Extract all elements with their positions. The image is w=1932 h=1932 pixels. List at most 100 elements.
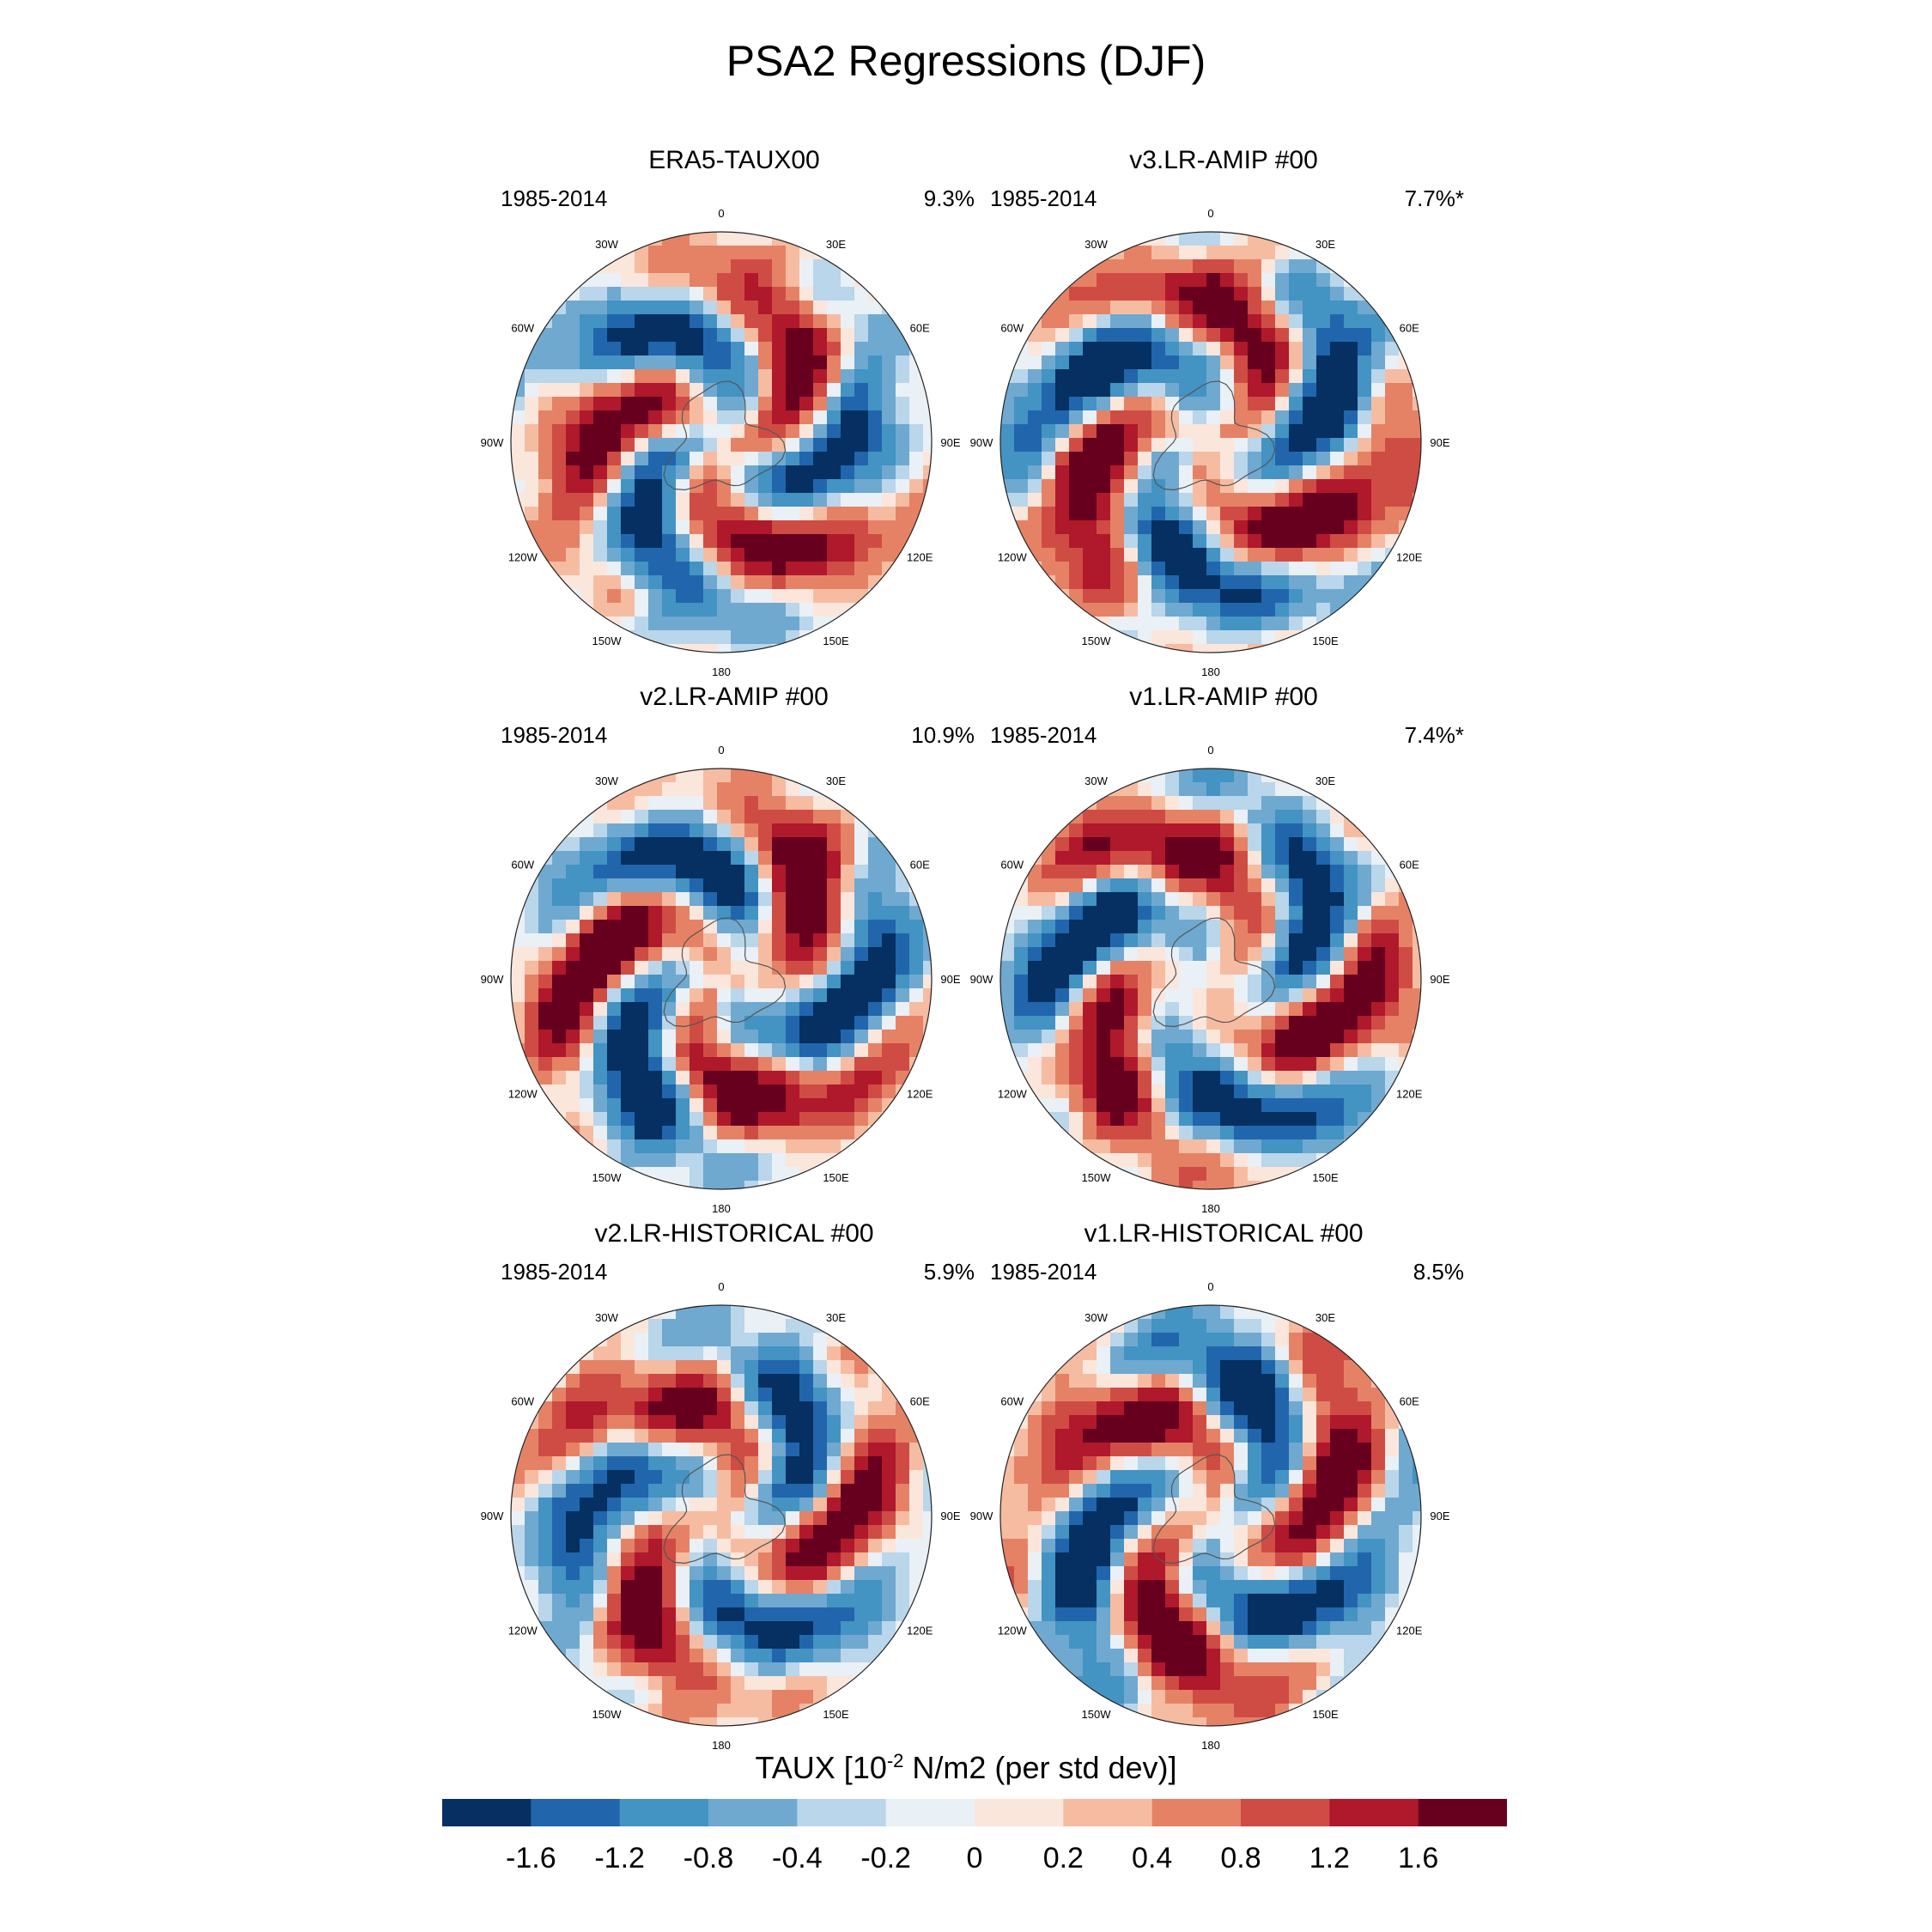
field-cell bbox=[1179, 1401, 1194, 1416]
field-cell bbox=[1248, 1153, 1262, 1168]
field-cell bbox=[1151, 562, 1166, 576]
field-cell bbox=[1097, 1539, 1111, 1553]
field-cell bbox=[1220, 1580, 1235, 1595]
field-cell bbox=[1069, 1539, 1084, 1553]
field-cell bbox=[909, 1552, 924, 1567]
field-cell bbox=[1193, 1098, 1207, 1113]
field-cell bbox=[1234, 1621, 1249, 1636]
colorbar-tick-label: 0.4 bbox=[1132, 1842, 1172, 1874]
field-cell bbox=[799, 1484, 814, 1498]
field-cell bbox=[1138, 355, 1152, 370]
field-cell bbox=[1165, 424, 1180, 439]
field-cell bbox=[731, 520, 745, 535]
field-cell bbox=[1316, 1002, 1331, 1017]
field-cell bbox=[1330, 1153, 1345, 1168]
field-cell bbox=[676, 906, 690, 920]
field-cell bbox=[1069, 1016, 1084, 1030]
field-cell bbox=[635, 465, 649, 480]
field-cell bbox=[1193, 769, 1207, 783]
field-cell bbox=[648, 342, 663, 356]
field-cell bbox=[1220, 1002, 1235, 1017]
field-cell bbox=[841, 397, 855, 411]
field-cell bbox=[1193, 1126, 1207, 1140]
field-cell bbox=[1179, 1333, 1194, 1347]
field-cell bbox=[827, 465, 841, 480]
field-cell bbox=[896, 1443, 910, 1457]
field-cell bbox=[1303, 1016, 1317, 1030]
field-cell bbox=[758, 452, 773, 466]
field-cell bbox=[525, 1456, 539, 1471]
field-cell bbox=[676, 562, 690, 576]
field-cell bbox=[1303, 465, 1317, 480]
field-cell bbox=[511, 479, 526, 494]
field-cell bbox=[799, 1360, 814, 1375]
field-cell bbox=[635, 1084, 649, 1099]
field-cell bbox=[1055, 520, 1070, 535]
longitude-label: 150W bbox=[1082, 635, 1112, 647]
field-cell bbox=[580, 575, 594, 590]
field-cell bbox=[1344, 383, 1358, 398]
field-cell bbox=[1193, 644, 1207, 653]
field-cell bbox=[717, 975, 732, 989]
field-cell bbox=[1193, 410, 1207, 425]
field-cell bbox=[538, 1511, 553, 1526]
field-cell bbox=[758, 1139, 773, 1154]
field-cell bbox=[1206, 892, 1221, 907]
longitude-label: 120E bbox=[907, 551, 933, 564]
field-cell bbox=[1371, 1002, 1386, 1017]
field-cell bbox=[1069, 906, 1084, 920]
field-cell bbox=[1000, 1552, 1015, 1567]
field-cell bbox=[1193, 617, 1207, 631]
field-cell bbox=[1179, 342, 1194, 356]
field-cell bbox=[731, 548, 745, 562]
field-cell bbox=[593, 1443, 608, 1457]
field-cell bbox=[1193, 1580, 1207, 1595]
field-cell bbox=[1289, 259, 1303, 274]
field-cell bbox=[841, 1415, 855, 1430]
field-cell bbox=[813, 1002, 828, 1017]
field-cell bbox=[1055, 1552, 1070, 1567]
field-cell bbox=[703, 1401, 718, 1416]
field-cell bbox=[868, 920, 883, 934]
field-cell bbox=[1248, 1470, 1262, 1485]
field-cell bbox=[1179, 1057, 1194, 1072]
field-cell bbox=[717, 947, 732, 962]
field-cell bbox=[1206, 906, 1221, 920]
field-cell bbox=[1151, 837, 1166, 852]
field-cell bbox=[635, 232, 649, 246]
field-cell bbox=[648, 1126, 663, 1140]
field-cell bbox=[580, 1112, 594, 1127]
field-cell bbox=[1124, 548, 1139, 562]
field-cell bbox=[1069, 1484, 1084, 1498]
field-cell bbox=[841, 906, 855, 920]
field-cell bbox=[1193, 1319, 1207, 1334]
field-cell bbox=[1138, 246, 1152, 260]
field-cell bbox=[1275, 273, 1290, 288]
field-cell bbox=[1138, 865, 1152, 879]
field-cell bbox=[1083, 1153, 1097, 1168]
field-cell bbox=[1220, 1717, 1235, 1726]
field-cell bbox=[909, 1525, 924, 1540]
field-cell bbox=[1303, 1057, 1317, 1072]
field-cell bbox=[552, 465, 567, 480]
field-cell bbox=[1316, 479, 1331, 494]
field-cell bbox=[1344, 1139, 1358, 1154]
field-cell bbox=[758, 796, 773, 811]
field-cell bbox=[1083, 1511, 1097, 1526]
field-cell bbox=[703, 961, 718, 975]
field-cell bbox=[896, 988, 910, 1003]
field-cell bbox=[1014, 397, 1029, 411]
field-cell bbox=[868, 369, 883, 384]
field-cell bbox=[923, 1552, 932, 1567]
field-cell bbox=[827, 287, 841, 301]
panel-period: 1985-2014 bbox=[990, 722, 1097, 748]
field-cell bbox=[1179, 383, 1194, 398]
field-cell bbox=[1206, 1374, 1221, 1388]
field-cell bbox=[1385, 383, 1400, 398]
field-cell bbox=[731, 410, 745, 425]
field-cell bbox=[662, 410, 677, 425]
field-cell bbox=[786, 438, 800, 453]
field-cell bbox=[703, 1456, 718, 1471]
field-cell bbox=[607, 548, 622, 562]
field-cell bbox=[1193, 424, 1207, 439]
